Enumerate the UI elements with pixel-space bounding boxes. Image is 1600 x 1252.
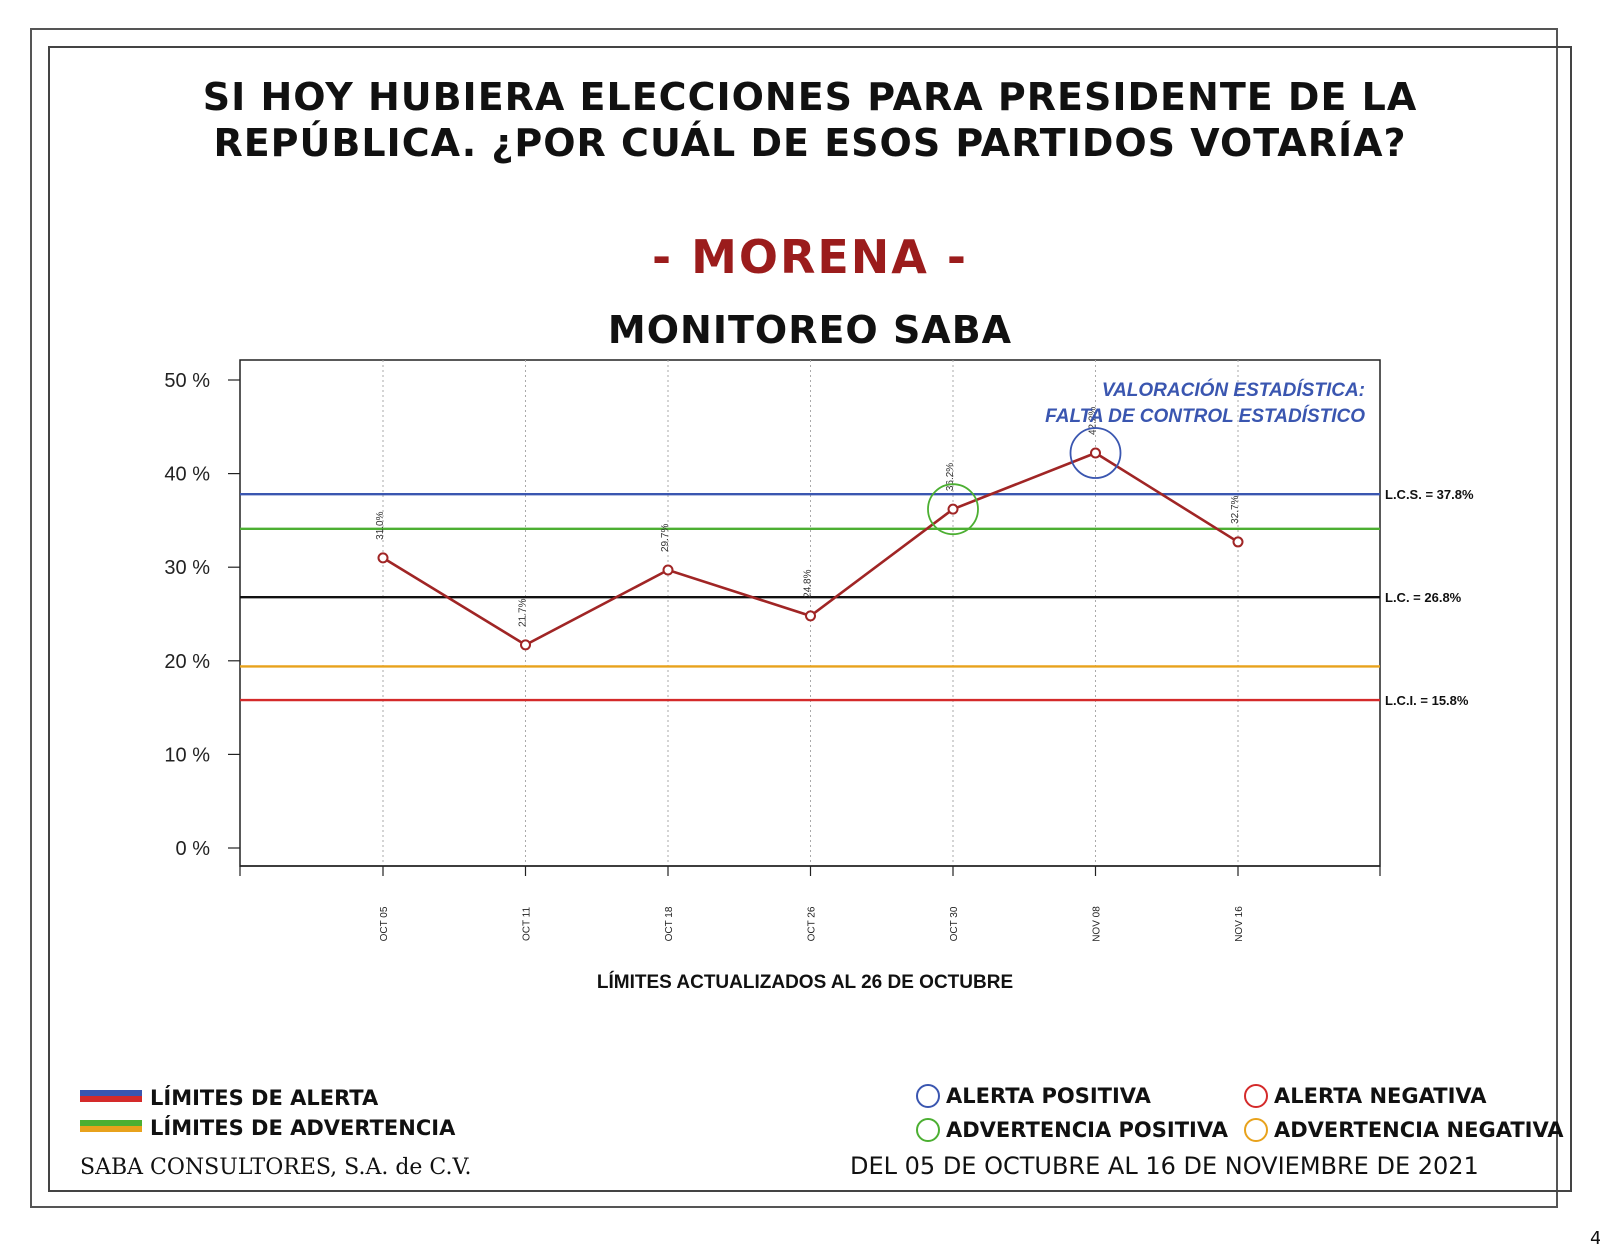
legend-alert-limits: LÍMITES DE ALERTA [150, 1086, 379, 1110]
title-line-1: SI HOY HUBIERA ELECCIONES PARA PRESIDENT… [202, 75, 1418, 119]
data-label: 24.8% [803, 569, 814, 597]
data-label: 36.2% [945, 463, 956, 491]
highlight-circle [927, 483, 979, 536]
x-tick-label: NOV 08 [1092, 906, 1103, 942]
inner-frame [48, 46, 1572, 1192]
annotation-line-2: FALTA DE CONTROL ESTADÍSTICO [1045, 405, 1365, 427]
negative-warning-circle-icon [1244, 1118, 1268, 1142]
data-label: 42.2% [1088, 407, 1099, 435]
limits-note: LÍMITES ACTUALIZADOS AL 26 DE OCTUBRE [597, 971, 1013, 993]
reference-line-label: L.C.I. = 15.8% [1385, 693, 1469, 708]
positive-alert-circle-icon [916, 1084, 940, 1108]
title-line-2: REPÚBLICA. ¿POR CUÁL DE ESOS PARTIDOS VO… [213, 121, 1407, 165]
data-point [377, 552, 389, 564]
page-number: 4 [1590, 1228, 1600, 1249]
data-point [1232, 536, 1244, 548]
warning-limits-swatch [80, 1120, 142, 1132]
negative-alert-circle-icon [1244, 1084, 1268, 1108]
legend-warning-limits: LÍMITES DE ADVERTENCIA [150, 1116, 456, 1140]
y-tick-label: 10 % [164, 744, 210, 766]
legend-positive-alert: ALERTA POSITIVA [946, 1084, 1151, 1108]
x-tick-label: OCT 05 [379, 906, 390, 941]
legend-positive-warning: ADVERTENCIA POSITIVA [946, 1118, 1228, 1142]
outer-frame [30, 28, 1558, 1208]
y-tick-label: 20 % [164, 651, 210, 673]
y-tick-label: 30 % [164, 557, 210, 579]
company-name: SABA CONSULTORES, S.A. de C.V. [80, 1155, 472, 1180]
reference-line-label: L.C. = 26.8% [1385, 590, 1462, 605]
data-label: 29.7% [660, 524, 671, 552]
legend-negative-alert: ALERTA NEGATIVA [1274, 1084, 1487, 1108]
alert-limits-swatch [80, 1090, 142, 1102]
data-label: 32.7% [1230, 495, 1241, 523]
y-tick-label: 50 % [164, 370, 210, 392]
party-title: - MORENA - [651, 230, 969, 284]
x-tick-label: NOV 16 [1234, 906, 1245, 942]
highlight-circle [1069, 427, 1122, 479]
data-label: 31.0% [375, 511, 386, 539]
x-tick-label: OCT 18 [664, 906, 675, 941]
legend-negative-warning: ADVERTENCIA NEGATIVA [1274, 1118, 1564, 1142]
x-tick-label: OCT 30 [949, 906, 960, 941]
page-title: SI HOY HUBIERA ELECCIONES PARA PRESIDENT… [100, 74, 1520, 166]
reference-line-label: L.C.S. = 37.8% [1385, 487, 1474, 502]
data-point [805, 610, 816, 622]
data-point [1090, 447, 1101, 459]
data-point [662, 564, 674, 576]
annotation-line-1: VALORACIÓN ESTADÍSTICA: [1102, 379, 1365, 401]
x-tick-label: OCT 11 [522, 907, 533, 942]
date-range: DEL 05 DE OCTUBRE AL 16 DE NOVIEMBRE DE … [850, 1152, 1479, 1180]
chart-title: MONITOREO SABA [607, 308, 1013, 352]
y-tick-label: 0 % [176, 838, 211, 860]
x-tick-label: OCT 26 [807, 906, 818, 941]
y-tick-label: 40 % [164, 464, 210, 486]
data-label: 21.7% [518, 598, 529, 626]
data-point [520, 639, 531, 651]
positive-warning-circle-icon [916, 1118, 940, 1142]
data-point [947, 503, 959, 515]
